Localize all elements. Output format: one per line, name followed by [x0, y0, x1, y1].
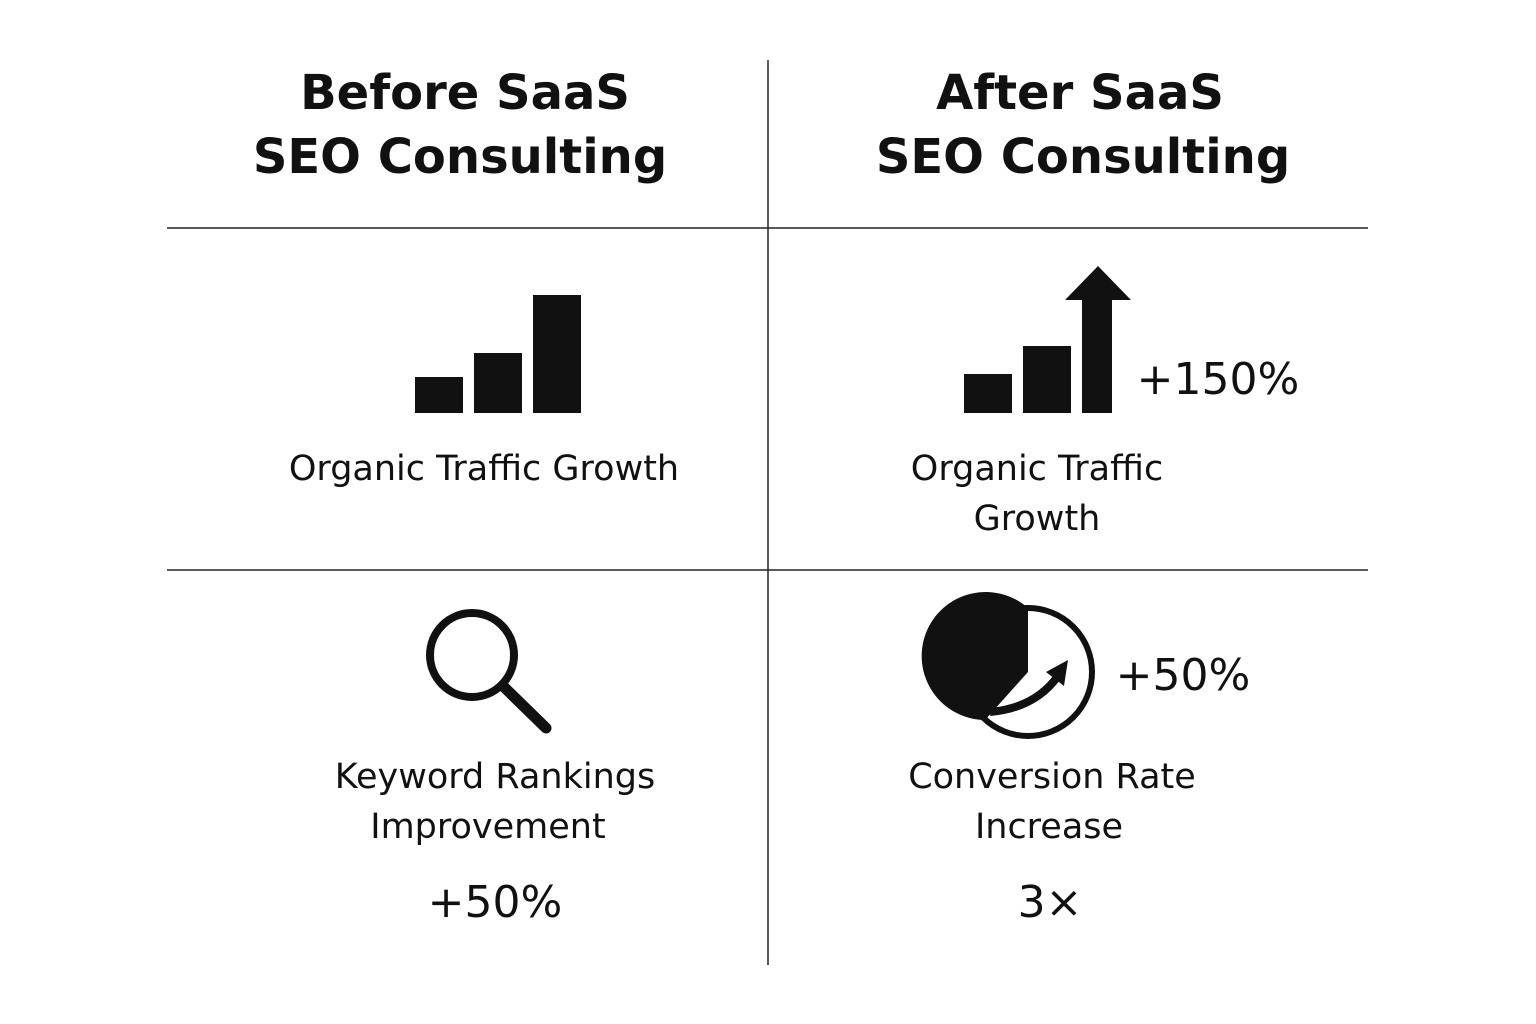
metric-value: +150% — [1137, 354, 1300, 405]
metric-label: Organic Traffic Growth — [289, 449, 679, 489]
metric-label: Organic Traffic — [911, 449, 1163, 489]
metric-value: +50% — [1116, 650, 1251, 701]
metric-label: Increase — [975, 807, 1123, 847]
bar-icon — [415, 295, 581, 413]
magnifier-icon — [426, 609, 552, 734]
column-title: SEO Consulting — [876, 129, 1290, 185]
metric-value: +50% — [428, 877, 563, 928]
column-title: After SaaS — [936, 65, 1224, 121]
pie-icon — [921, 592, 1095, 739]
metric-label: Improvement — [370, 807, 605, 847]
growth-icon — [964, 266, 1131, 413]
metric-value: 3× — [1018, 877, 1083, 928]
column-title: Before SaaS — [300, 65, 630, 121]
metric-label: Keyword Rankings — [335, 757, 655, 797]
column-title: SEO Consulting — [253, 129, 667, 185]
metric-label: Growth — [974, 499, 1101, 539]
metric-label: Conversion Rate — [908, 757, 1196, 797]
